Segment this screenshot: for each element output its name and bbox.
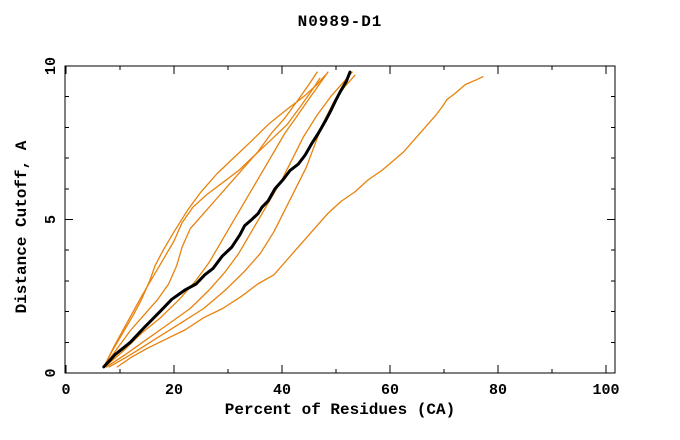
axis-frame bbox=[64, 65, 616, 374]
model-2-line bbox=[103, 71, 318, 368]
x-tick-label: 0 bbox=[61, 382, 70, 399]
reference-bold-line bbox=[102, 70, 352, 369]
model-1-line bbox=[103, 74, 326, 368]
model-outlier-line bbox=[116, 76, 484, 368]
y-tick-label: 5 bbox=[43, 215, 60, 224]
x-tick-label: 40 bbox=[273, 382, 291, 399]
model-3-line bbox=[104, 71, 329, 368]
model-5-line bbox=[108, 74, 356, 368]
model-4-line bbox=[105, 71, 353, 368]
model-6-line bbox=[103, 77, 321, 368]
y-tick-label: 10 bbox=[43, 57, 60, 75]
x-tick-label: 60 bbox=[381, 382, 399, 399]
x-tick-label: 20 bbox=[165, 382, 183, 399]
x-tick-label: 100 bbox=[592, 382, 619, 399]
x-tick-label: 80 bbox=[489, 382, 507, 399]
chart-title: N0989-D1 bbox=[297, 13, 383, 31]
x-axis-label: Percent of Residues (CA) bbox=[224, 401, 456, 419]
y-tick-label: 0 bbox=[43, 368, 60, 377]
